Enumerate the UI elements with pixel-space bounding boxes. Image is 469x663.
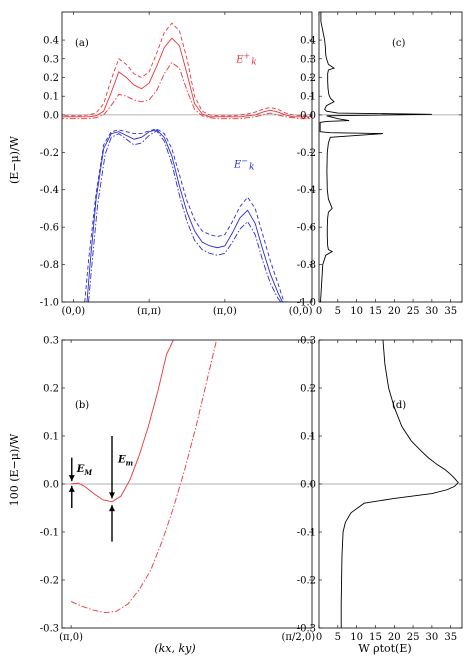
x-tick-label: 30 bbox=[426, 632, 439, 643]
extremum-label: EM bbox=[76, 464, 93, 477]
series-line-d-0 bbox=[340, 340, 459, 628]
y-tick-label: -0.3 bbox=[297, 624, 316, 635]
x-tick-label: 10 bbox=[350, 632, 363, 643]
panel-label-d: (d) bbox=[392, 400, 406, 411]
y-tick-label: -0.2 bbox=[297, 148, 316, 159]
x-tick-label: 35 bbox=[444, 306, 457, 317]
y-tick-label: 0.0 bbox=[43, 480, 59, 491]
y-tick-label: -0.4 bbox=[297, 185, 316, 196]
em-arrows: EM Em bbox=[68, 436, 133, 542]
y-tick-label: -0.6 bbox=[40, 223, 59, 234]
series-line-a-5 bbox=[88, 130, 284, 302]
ylabel-top: (E−μ)/W bbox=[8, 135, 21, 184]
x-tick-label: 30 bbox=[426, 306, 439, 317]
panel-label-a: (a) bbox=[75, 38, 89, 49]
y-tick-label: -0.8 bbox=[40, 260, 59, 271]
x-tick-label: 25 bbox=[407, 306, 420, 317]
y-tick-label: 0.3 bbox=[43, 336, 59, 347]
y-tick-label: 0.3 bbox=[43, 54, 59, 65]
y-tick-label: -0.1 bbox=[40, 528, 59, 539]
y-tick-label: 0.2 bbox=[43, 73, 59, 84]
y-tick-label: 0.0 bbox=[300, 480, 316, 491]
x-tick-label: 10 bbox=[350, 306, 363, 317]
y-tick-label: -0.2 bbox=[40, 148, 59, 159]
y-tick-label: -1.0 bbox=[297, 298, 316, 309]
panel-d: 0.3 0.2 0.1 0.0 -0.1 -0.2 -0.30 5 10 15 20 25 30 35 (d… bbox=[297, 336, 463, 643]
ylabel-bottom: 100 (E−μ)/W bbox=[8, 433, 21, 506]
series-line-a-1 bbox=[62, 22, 312, 117]
x-tick-label: (π/2,0) bbox=[282, 632, 316, 643]
y-tick-label: 0.1 bbox=[43, 92, 59, 103]
y-tick-label: 0.0 bbox=[43, 110, 59, 121]
panel-label-b: (b) bbox=[75, 400, 89, 411]
extremum-label: Em bbox=[117, 454, 133, 467]
xlabel-kxky: (kx, ky) bbox=[154, 642, 195, 655]
y-tick-label: 0.1 bbox=[43, 432, 59, 443]
x-tick-label: 20 bbox=[388, 632, 401, 643]
series-line-a-2 bbox=[62, 61, 312, 120]
x-tick-label: (π,π) bbox=[137, 306, 161, 317]
arrow-head bbox=[109, 505, 115, 512]
panel-b: 0.30.20.10.0-0.1-0.2-0.3(π,0) (π/2,0)(b) bbox=[40, 336, 316, 644]
x-tick-label: 0 bbox=[316, 306, 322, 317]
curve-annotation: E+k bbox=[235, 52, 256, 68]
x-tick-label: (π,0) bbox=[59, 632, 83, 643]
y-tick-label: 0.2 bbox=[300, 384, 316, 395]
series-line-a-3 bbox=[86, 129, 288, 302]
y-tick-label: -0.2 bbox=[297, 576, 316, 587]
y-tick-label: 0.4 bbox=[300, 36, 316, 47]
plot-frame-a bbox=[61, 11, 313, 303]
y-tick-label: 0.4 bbox=[43, 36, 59, 47]
x-tick-label: 5 bbox=[335, 632, 341, 643]
y-tick-label: -0.4 bbox=[40, 185, 59, 196]
y-tick-label: 0.1 bbox=[300, 432, 316, 443]
y-tick-label: -0.6 bbox=[297, 223, 316, 234]
y-tick-label: 0.2 bbox=[300, 73, 316, 84]
series-line-c-0 bbox=[319, 12, 432, 302]
y-tick-label: -0.3 bbox=[40, 624, 59, 635]
arrow-head bbox=[68, 475, 75, 482]
x-tick-label: 25 bbox=[407, 632, 420, 643]
y-tick-label: -0.8 bbox=[297, 260, 316, 271]
x-tick-label: 35 bbox=[444, 632, 457, 643]
y-tick-label: 0.3 bbox=[300, 336, 316, 347]
plot-frame-c bbox=[318, 11, 463, 303]
x-tick-label: 0 bbox=[316, 632, 322, 643]
x-tick-label: (0,0) bbox=[62, 306, 86, 317]
series-line-a-0 bbox=[62, 37, 312, 118]
arrow-head bbox=[109, 492, 115, 499]
y-tick-label: -1.0 bbox=[40, 298, 59, 309]
panel-a: 0.40.30.20.10.0-0.2-0.4-0.6-0.8-1.0(0,0)… bbox=[40, 11, 313, 317]
panel-label-c: (c) bbox=[392, 38, 406, 49]
series-line-b-1 bbox=[70, 340, 217, 614]
y-tick-label: -0.1 bbox=[297, 528, 316, 539]
series-line-b-0 bbox=[71, 340, 174, 503]
y-tick-label: -0.2 bbox=[40, 576, 59, 587]
x-tick-label: (0,0) bbox=[289, 306, 313, 317]
xlabel-wrho: W ρtot(E) bbox=[358, 642, 411, 655]
x-tick-label: (π,0) bbox=[213, 306, 237, 317]
arrow-head bbox=[68, 485, 75, 492]
x-tick-label: 20 bbox=[388, 306, 401, 317]
y-tick-label: 0.0 bbox=[300, 110, 316, 121]
y-tick-label: 0.3 bbox=[300, 54, 316, 65]
x-tick-label: 5 bbox=[335, 306, 341, 317]
curve-annotation: E−k bbox=[233, 156, 254, 172]
y-tick-label: 0.2 bbox=[43, 384, 59, 395]
panel-c: 0.4 0.3 0.2 0.1 0.0 -0.2 -0.4 -0.6 -0.8 -1.00 5 10 1… bbox=[297, 11, 463, 317]
x-tick-label: 15 bbox=[369, 632, 382, 643]
x-tick-label: 15 bbox=[369, 306, 382, 317]
y-tick-label: 0.1 bbox=[300, 92, 316, 103]
